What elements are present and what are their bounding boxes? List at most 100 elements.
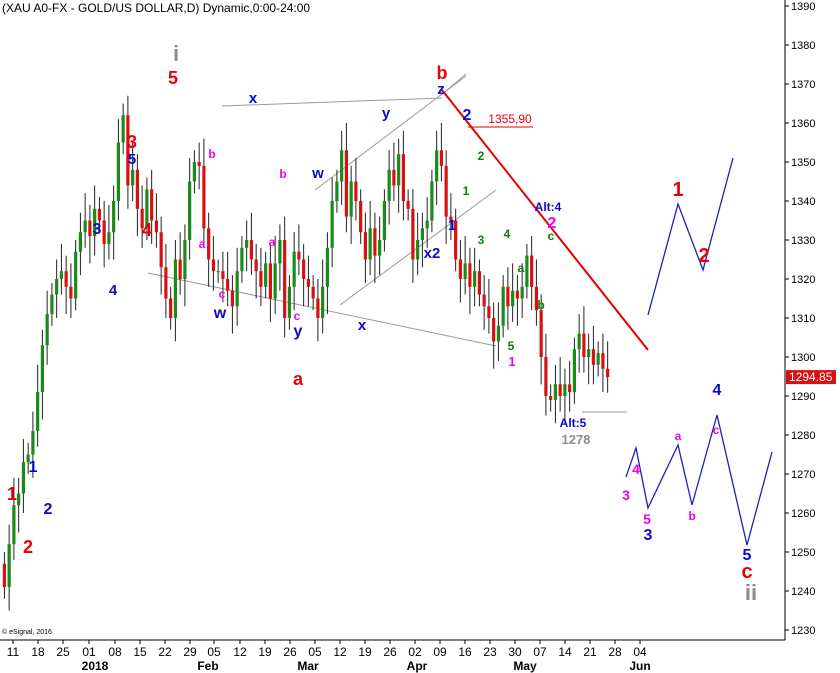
candle-body	[539, 310, 543, 357]
x-tick-label: 12	[333, 645, 347, 659]
trend-line	[441, 89, 649, 351]
candle-body	[425, 220, 429, 229]
channel-line	[221, 97, 443, 107]
candle-body	[36, 392, 40, 432]
candle-body	[150, 189, 154, 221]
wave-label: x	[358, 317, 367, 334]
wave-label: a	[293, 369, 304, 389]
candle-body	[359, 201, 363, 233]
candle-body	[183, 240, 187, 279]
candle-body	[126, 115, 130, 186]
x-tick-label: 29	[183, 645, 197, 659]
wave-label: 4	[713, 382, 722, 399]
candle-body	[50, 294, 54, 315]
candle-body	[12, 505, 16, 545]
candle-body	[26, 454, 30, 463]
candle-body	[45, 314, 49, 346]
candle-body	[387, 169, 391, 201]
wave-label: c	[294, 309, 301, 323]
candle-body	[164, 267, 168, 299]
candle-body	[216, 271, 220, 273]
wave-label: b	[437, 63, 448, 83]
candle-body	[278, 240, 282, 264]
y-tick-label: 1260	[791, 508, 815, 520]
x-tick-label: 21	[583, 645, 597, 659]
x-tick-label: 05	[308, 645, 322, 659]
candle-body	[173, 259, 177, 318]
candle-body	[449, 216, 453, 221]
wave-label: z	[437, 81, 445, 98]
candle-body	[140, 208, 144, 229]
candle-body	[159, 232, 163, 268]
projection-path-upper	[647, 157, 734, 316]
y-tick-label: 1340	[791, 196, 815, 208]
wave-label: 1	[508, 354, 515, 369]
wave-label: c	[713, 423, 720, 437]
candle-body	[477, 271, 481, 295]
wave-label: 2	[463, 107, 472, 124]
candle-body	[397, 154, 401, 186]
wave-label: i	[173, 41, 179, 66]
wave-label: x2	[424, 245, 441, 262]
candle-body	[378, 240, 382, 256]
candle-body	[572, 349, 576, 393]
x-tick-label: 25	[56, 645, 70, 659]
candle-body	[202, 165, 206, 229]
candle-body	[373, 228, 377, 256]
candle-body	[439, 150, 443, 166]
candle-body	[463, 263, 467, 279]
candle-body	[530, 255, 534, 287]
candle-body	[515, 290, 519, 299]
y-tick-label: 1320	[791, 274, 815, 286]
x-tick-label: 01	[82, 645, 96, 659]
candle-body	[577, 333, 581, 350]
wave-label: a	[269, 235, 276, 249]
wave-label: 2	[698, 245, 709, 267]
wave-label: 4	[504, 227, 511, 241]
candle-body	[83, 220, 87, 233]
wave-label: 3	[127, 132, 137, 152]
candle-body	[311, 286, 315, 299]
x-month-label: 2018	[82, 659, 109, 673]
wave-label: 1	[463, 184, 470, 198]
candle-body	[287, 286, 291, 318]
x-tick-label: 30	[508, 645, 522, 659]
candle-body	[501, 286, 505, 326]
wave-label: w	[311, 165, 324, 182]
wave-label: 5	[743, 547, 752, 564]
candle-body	[154, 220, 158, 233]
candle-body	[606, 368, 610, 378]
wave-label: 2	[44, 501, 53, 518]
y-tick-label: 1270	[791, 469, 815, 481]
candle-body	[335, 181, 339, 201]
candle-body	[7, 544, 11, 588]
wave-label: 2	[23, 537, 33, 557]
y-tick-label: 1250	[791, 547, 815, 559]
candle-body	[207, 228, 211, 260]
chart-title: (XAU A0-FX - GOLD/US DOLLAR,D) Dynamic,0…	[2, 1, 311, 15]
wave-label: b	[208, 147, 215, 161]
x-tick-label: 15	[133, 645, 147, 659]
wave-label: x	[249, 90, 258, 107]
wave-label: 3	[93, 221, 102, 238]
y-tick-label: 1390	[791, 1, 815, 13]
wave-label: y	[382, 105, 391, 122]
candle-body	[591, 349, 595, 365]
wave-label: 2	[548, 215, 557, 232]
projection-path-lower	[625, 414, 773, 546]
candle-body	[482, 294, 486, 307]
candle-body	[487, 306, 491, 318]
candle-body	[131, 169, 135, 186]
candle-body	[21, 462, 25, 494]
x-tick-label: 12	[233, 645, 247, 659]
candle-body	[558, 384, 562, 396]
x-month-label: May	[513, 659, 537, 673]
candle-body	[454, 220, 458, 260]
candle-body	[273, 263, 277, 299]
candle-body	[544, 357, 548, 396]
y-tick-label: 1310	[791, 313, 815, 325]
wave-label: 1	[7, 484, 17, 504]
candle-body	[506, 286, 510, 307]
candle-body	[568, 384, 572, 393]
candle-body	[435, 150, 439, 182]
